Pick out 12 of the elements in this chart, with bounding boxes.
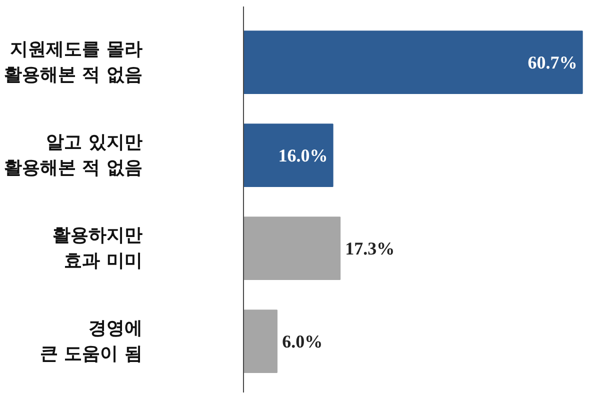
data-label: 16.0% (278, 145, 328, 166)
bar (244, 30, 583, 94)
data-label: 60.7% (528, 52, 578, 72)
data-label: 17.3% (345, 238, 395, 258)
y-tick-label: 지원제도를 몰라 활용해본 적 없음 (4, 39, 143, 86)
y-tick-label: 알고 있지만 활용해본 적 없음 (4, 132, 143, 178)
y-tick-label: 경영에 큰 도움이 됨 (40, 318, 143, 364)
bar (244, 124, 334, 187)
y-tick-label: 활용하지만 효과 미미 (52, 225, 143, 272)
data-label: 6.0% (282, 331, 323, 352)
bar (244, 216, 341, 280)
bar (244, 310, 278, 373)
